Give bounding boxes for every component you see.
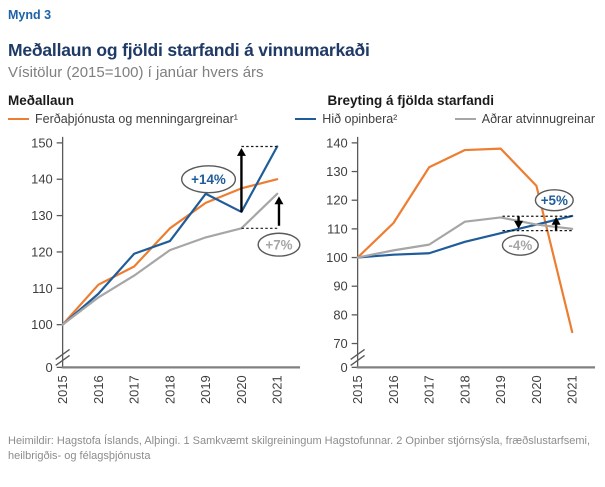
figure-title: Meðallaun og fjöldi starfandi á vinnumar… (8, 40, 370, 60)
x-tick-label: 2019 (493, 375, 508, 404)
right-panel-title: Breyting á fjölda starfandi (327, 93, 495, 108)
annotation-label: +7% (265, 237, 292, 252)
series-line (356, 147, 573, 334)
axis-break-mark (349, 354, 365, 366)
annotation-arrowhead (236, 147, 246, 156)
x-tick-label: 2015 (350, 375, 365, 404)
legend: Ferðaþjónusta og menningargreinar¹ Hið o… (8, 112, 597, 126)
panel-titles: Meðallaun Breyting á fjölda starfandi (8, 93, 597, 108)
annotation-arrowhead (274, 196, 284, 205)
legend-item-tourism: Ferðaþjónusta og menningargreinar¹ (8, 112, 238, 126)
x-tick-label: 2018 (162, 375, 177, 404)
y-tick-label: 130 (326, 164, 348, 179)
x-tick-label: 2017 (127, 375, 142, 404)
y-tick-label: 120 (31, 244, 53, 259)
x-tick-label: 2018 (457, 375, 472, 404)
y-tick-label: 100 (31, 317, 53, 332)
legend-label: Hið opinbera² (322, 112, 398, 126)
x-tick-label: 2020 (528, 375, 543, 404)
x-tick-label: 2016 (91, 375, 106, 404)
y-zero-label: 0 (340, 360, 347, 375)
annotation-ellipse (181, 165, 237, 194)
annotation-ellipse (501, 234, 539, 256)
sources-note: Heimildir: Hagstofa Íslands, Alþingi. 1 … (8, 435, 591, 463)
right-chart: 70 80 90 100 110 120 130 140 0 2015 2016 2017 2018 20… (303, 128, 598, 420)
legend-item-other: Aðrar atvinnugreinar (454, 112, 595, 126)
figure-number: Mynd 3 (8, 8, 52, 22)
x-tick-label: 2015 (55, 375, 70, 404)
series-line (61, 192, 279, 326)
series-line (61, 145, 279, 326)
legend-label: Aðrar atvinnugreinar (481, 112, 595, 126)
y-tick-label: 90 (333, 279, 347, 294)
left-panel-title: Meðallaun (8, 93, 75, 108)
series-line (61, 178, 279, 326)
y-tick-label: 150 (31, 135, 53, 150)
figure-subtitle: Vísitölur (2015=100) í janúar hvers árs (8, 64, 264, 81)
legend-item-public: Hið opinbera² (295, 112, 397, 126)
left-chart: 100 110 120 130 140 150 0 2015 2016 2017 2018 2019 2… (8, 128, 303, 420)
gray-line-swatch (454, 118, 476, 120)
y-tick-label: 120 (326, 193, 348, 208)
axis-break-mark (349, 348, 365, 360)
x-tick-label: 2017 (421, 375, 436, 404)
x-tick-label: 2020 (234, 375, 249, 404)
orange-line-swatch (8, 118, 29, 120)
annotation-label: -4% (508, 238, 532, 253)
annotation-ellipse (534, 189, 574, 212)
x-tick-label: 2019 (198, 375, 213, 404)
annotation-label: +5% (540, 193, 567, 208)
blue-line-swatch (295, 118, 317, 120)
y-tick-label: 80 (333, 307, 347, 322)
axis-break-mark (55, 354, 70, 366)
axis-break-mark (55, 348, 70, 360)
y-tick-label: 140 (31, 172, 53, 187)
x-tick-label: 2016 (385, 375, 400, 404)
x-tick-label: 2021 (270, 375, 285, 404)
y-tick-label: 110 (327, 221, 348, 236)
legend-label: Ferðaþjónusta og menningargreinar¹ (35, 112, 238, 126)
annotation-arrowhead (551, 216, 561, 225)
charts: 100 110 120 130 140 150 0 2015 2016 2017 2018 2019 2… (8, 128, 597, 420)
y-tick-label: 70 (333, 336, 347, 351)
series-line (356, 216, 573, 259)
y-tick-label: 110 (32, 281, 53, 296)
y-zero-label: 0 (46, 360, 53, 375)
annotation-ellipse (257, 232, 301, 257)
y-tick-label: 130 (31, 208, 53, 223)
y-tick-label: 140 (326, 135, 348, 150)
y-tick-label: 100 (326, 250, 348, 265)
annotation-label: +14% (191, 172, 226, 187)
x-tick-label: 2021 (564, 375, 579, 404)
annotation-arrowhead (513, 220, 523, 229)
